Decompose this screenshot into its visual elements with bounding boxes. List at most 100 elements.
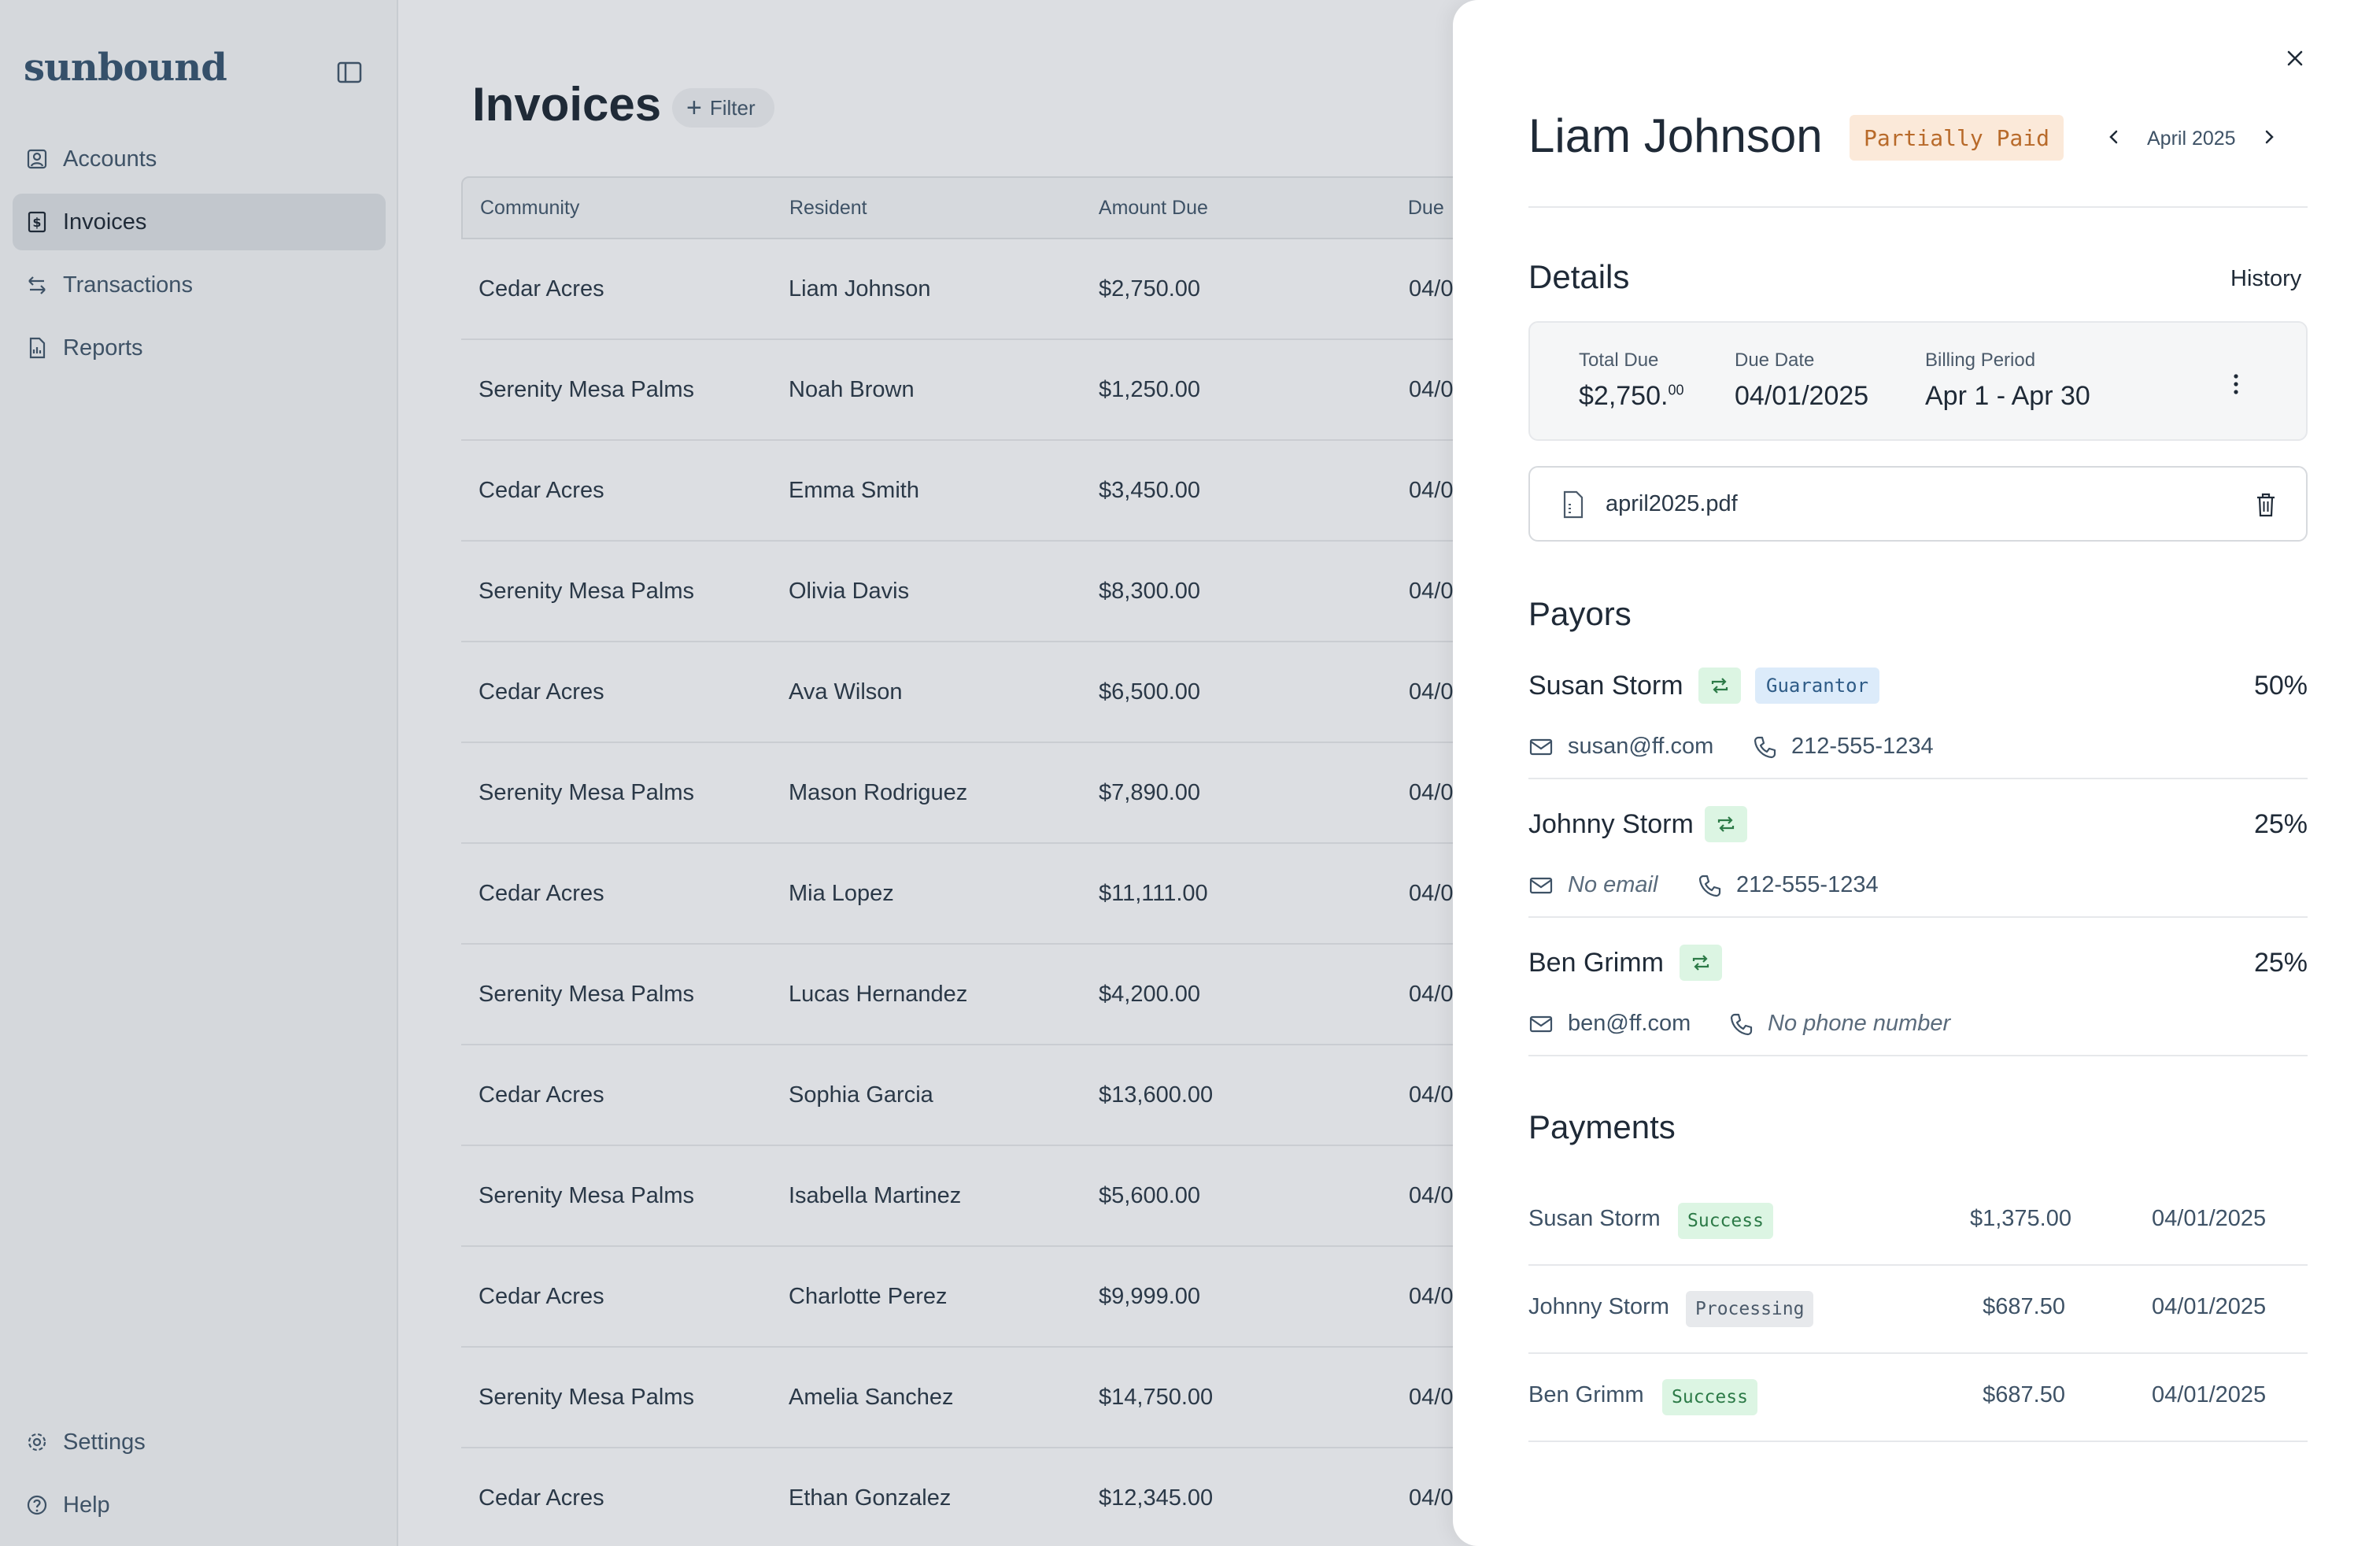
chevron-left-icon[interactable] bbox=[2105, 128, 2123, 150]
brand-logo[interactable]: sunbound bbox=[24, 46, 227, 90]
history-link[interactable]: History bbox=[2230, 266, 2302, 291]
table-row[interactable]: Cedar Acres Emma Smith $3,450.00 04/0 bbox=[461, 441, 1642, 542]
payor-name: Ben Grimm bbox=[1528, 948, 1664, 978]
payments-title: Payments bbox=[1528, 1108, 1676, 1145]
payor-phone: No phone number bbox=[1728, 1011, 1950, 1037]
sidebar-item-reports[interactable]: Reports bbox=[13, 320, 386, 376]
cell-due-date: 04/0 bbox=[1409, 477, 1454, 503]
cell-community: Serenity Mesa Palms bbox=[479, 779, 694, 805]
invoice-detail-drawer bbox=[1453, 0, 2380, 1546]
sidebar-item-help[interactable]: Help bbox=[13, 1477, 386, 1533]
cell-amount-due: $11,111.00 bbox=[1099, 880, 1208, 906]
payor-row: Johnny Storm 25% No email 212-555-1234 bbox=[1528, 806, 2308, 919]
cell-amount-due: $4,200.00 bbox=[1099, 981, 1201, 1007]
payment-date: 04/01/2025 bbox=[2152, 1206, 2267, 1231]
cell-community: Serenity Mesa Palms bbox=[479, 981, 694, 1007]
table-row[interactable]: Cedar Acres Ethan Gonzalez $12,345.00 04/0 bbox=[461, 1448, 1642, 1546]
cell-due-date: 04/0 bbox=[1409, 880, 1454, 906]
cell-amount-due: $6,500.00 bbox=[1099, 679, 1201, 705]
mail-icon bbox=[1528, 873, 1554, 898]
column-header-due[interactable]: Due bbox=[1407, 196, 1444, 219]
payor-percentage: 25% bbox=[2253, 948, 2308, 978]
table-row[interactable]: Serenity Mesa Palms Lucas Hernandez $4,200… bbox=[461, 945, 1642, 1045]
cell-resident: Ethan Gonzalez bbox=[789, 1485, 952, 1511]
sidebar-item-label: Transactions bbox=[63, 272, 193, 298]
file-name: april2025.pdf bbox=[1606, 491, 1738, 516]
guarantor-badge: Guarantor bbox=[1755, 668, 1880, 704]
sidebar-toggle-icon[interactable] bbox=[335, 60, 364, 85]
invoices-table: Community Resident Amount Due Due Cedar … bbox=[461, 176, 1642, 1546]
cell-due-date: 04/0 bbox=[1409, 1384, 1454, 1410]
payor-divider bbox=[1528, 1055, 2308, 1056]
payment-amount: $687.50 bbox=[1983, 1294, 2065, 1319]
billing-period-label: Billing Period bbox=[1925, 350, 2036, 371]
due-date-label: Due Date bbox=[1735, 350, 1815, 371]
cell-amount-due: $3,450.00 bbox=[1099, 477, 1201, 503]
cell-community: Cedar Acres bbox=[479, 276, 604, 301]
sidebar-item-accounts[interactable]: Accounts bbox=[13, 131, 386, 187]
table-row[interactable]: Serenity Mesa Palms Mason Rodriguez $7,890… bbox=[461, 743, 1642, 844]
payment-row[interactable]: Susan Storm Success $1,375.00 04/01/2025 bbox=[1528, 1178, 2308, 1266]
sidebar-item-invoices[interactable]: $ Invoices bbox=[13, 194, 386, 250]
cell-community: Serenity Mesa Palms bbox=[479, 376, 694, 402]
table-row[interactable]: Serenity Mesa Palms Amelia Sanchez $14,750… bbox=[461, 1348, 1642, 1448]
report-file-icon bbox=[25, 336, 49, 360]
table-body: Cedar Acres Liam Johnson $2,750.00 04/0 Sere… bbox=[461, 239, 1642, 1546]
table-row[interactable]: Serenity Mesa Palms Noah Brown $1,250.00 04… bbox=[461, 340, 1642, 441]
phone-icon bbox=[1752, 734, 1777, 760]
drawer-resident-name: Liam Johnson bbox=[1528, 109, 1823, 162]
cell-resident: Charlotte Perez bbox=[789, 1283, 948, 1309]
header-divider bbox=[1528, 206, 2308, 208]
sidebar-item-transactions[interactable]: Transactions bbox=[13, 257, 386, 313]
table-row[interactable]: Cedar Acres Ava Wilson $6,500.00 04/0 bbox=[461, 642, 1642, 743]
payor-divider bbox=[1528, 916, 2308, 918]
total-due-cents: 00 bbox=[1668, 382, 1684, 398]
due-date-field: Due Date 04/01/2025 bbox=[1735, 350, 1868, 412]
filter-button[interactable]: + Filter bbox=[672, 88, 774, 128]
main-content: Invoices + Filter Community Resident Amo… bbox=[398, 0, 2380, 1546]
table-row[interactable]: Serenity Mesa Palms Olivia Davis $8,300.00… bbox=[461, 542, 1642, 642]
payment-row[interactable]: Ben Grimm Success $687.50 04/01/2025 bbox=[1528, 1354, 2308, 1442]
chevron-right-icon[interactable] bbox=[2260, 128, 2278, 150]
payment-row[interactable]: Johnny Storm Processing $687.50 04/01/20… bbox=[1528, 1266, 2308, 1354]
close-icon[interactable] bbox=[2281, 44, 2309, 72]
attachment-file[interactable]: april2025.pdf bbox=[1528, 466, 2308, 542]
table-row[interactable]: Cedar Acres Mia Lopez $11,111.00 04/0 bbox=[461, 844, 1642, 945]
table-row[interactable]: Cedar Acres Liam Johnson $2,750.00 04/0 bbox=[461, 239, 1642, 340]
column-header-amount-due[interactable]: Amount Due bbox=[1098, 196, 1208, 219]
mail-icon bbox=[1528, 1012, 1554, 1037]
total-due-label: Total Due bbox=[1579, 350, 1659, 371]
cell-amount-due: $1,250.00 bbox=[1099, 376, 1201, 402]
cell-community: Cedar Acres bbox=[479, 477, 604, 503]
phone-icon bbox=[1697, 873, 1722, 898]
trash-icon[interactable] bbox=[2254, 491, 2278, 522]
cell-due-date: 04/0 bbox=[1409, 981, 1454, 1007]
total-due-value: $2,750.00 bbox=[1579, 381, 1684, 411]
cell-due-date: 04/0 bbox=[1409, 1485, 1454, 1511]
cell-resident: Noah Brown bbox=[789, 376, 915, 402]
sidebar-item-label: Accounts bbox=[63, 146, 157, 172]
sidebar-nav: Accounts $ Invoices Transactions Reports bbox=[13, 131, 386, 383]
table-row[interactable]: Cedar Acres Charlotte Perez $9,999.00 04/0 bbox=[461, 1247, 1642, 1348]
sidebar-bottom-nav: Settings Help bbox=[13, 1414, 386, 1540]
payor-email: ben@ff.com bbox=[1528, 1011, 1691, 1037]
more-options-icon[interactable] bbox=[2230, 370, 2241, 398]
mail-icon bbox=[1528, 734, 1554, 760]
payors-title: Payors bbox=[1528, 595, 1632, 632]
table-row[interactable]: Cedar Acres Sophia Garcia $13,600.00 04/0 bbox=[461, 1045, 1642, 1146]
cell-resident: Liam Johnson bbox=[789, 276, 931, 301]
cell-community: Serenity Mesa Palms bbox=[479, 1384, 694, 1410]
month-navigator: April 2025 bbox=[2105, 123, 2278, 154]
cell-community: Cedar Acres bbox=[479, 1082, 604, 1108]
sidebar-item-settings[interactable]: Settings bbox=[13, 1414, 386, 1470]
month-label: April 2025 bbox=[2147, 127, 2236, 150]
payor-phone: 212-555-1234 bbox=[1752, 734, 1934, 760]
cell-community: Serenity Mesa Palms bbox=[479, 1182, 694, 1208]
payor-row: Susan Storm Guarantor 50% susan@ff.com 2… bbox=[1528, 668, 2308, 781]
column-header-community[interactable]: Community bbox=[480, 196, 580, 219]
sidebar-item-label: Help bbox=[63, 1492, 110, 1518]
table-row[interactable]: Serenity Mesa Palms Isabella Martinez $5,6… bbox=[461, 1146, 1642, 1247]
payor-name: Johnny Storm bbox=[1528, 809, 1694, 839]
column-header-resident[interactable]: Resident bbox=[789, 196, 867, 219]
cell-resident: Amelia Sanchez bbox=[789, 1384, 954, 1410]
